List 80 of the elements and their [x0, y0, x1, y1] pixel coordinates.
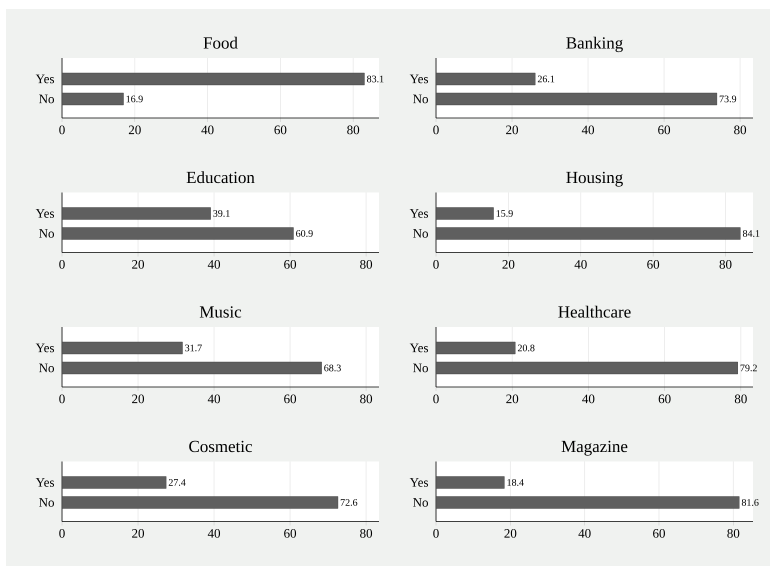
- chart-title: Magazine: [562, 440, 628, 456]
- data-label: 27.4: [168, 479, 186, 486]
- data-label: 20.8: [518, 344, 535, 352]
- x-tick-label: 80: [727, 529, 740, 538]
- chart-title: Housing: [566, 172, 623, 187]
- y-tick-label: No: [39, 498, 54, 507]
- data-label: 84.1: [742, 230, 760, 237]
- y-tick-label: No: [39, 94, 54, 104]
- x-tick-label: 40: [578, 529, 591, 538]
- x-tick-label: 20: [128, 126, 141, 134]
- chart-title: Banking: [566, 36, 623, 52]
- x-tick-label: 40: [208, 260, 220, 269]
- x-tick-label: 60: [284, 260, 296, 269]
- y-tick-label: No: [413, 94, 428, 104]
- x-tick-label: 40: [201, 126, 214, 134]
- x-tick-label: 0: [433, 260, 439, 269]
- y-tick-label: Yes: [410, 209, 428, 218]
- data-label: 81.6: [742, 499, 759, 506]
- x-tick-label: 20: [506, 126, 518, 134]
- x-tick-label: 60: [653, 529, 665, 538]
- data-label: 83.1: [367, 76, 384, 82]
- x-tick-label: 80: [347, 126, 360, 134]
- chart-title: Music: [200, 306, 242, 318]
- data-label: 39.1: [213, 210, 230, 217]
- x-tick-label: 0: [433, 126, 439, 134]
- y-tick-label: Yes: [410, 74, 428, 84]
- y-tick-label: No: [413, 229, 428, 238]
- x-tick-label: 20: [132, 260, 144, 269]
- y-tick-label: Yes: [36, 344, 54, 352]
- y-tick-label: No: [39, 229, 54, 238]
- data-label: 31.7: [185, 344, 202, 352]
- x-tick-label: 40: [208, 529, 220, 538]
- data-label: 79.2: [740, 364, 757, 372]
- chart-title: Cosmetic: [189, 440, 252, 452]
- x-tick-label: 60: [284, 394, 296, 404]
- y-tick-label: Yes: [410, 344, 428, 352]
- chart-title: Healthcare: [558, 306, 631, 318]
- x-tick-label: 0: [59, 260, 65, 269]
- data-label: 72.6: [340, 499, 358, 506]
- y-tick-label: No: [413, 498, 428, 507]
- x-tick-label: 20: [132, 529, 144, 538]
- data-label: 16.9: [126, 96, 143, 102]
- y-tick-label: No: [413, 364, 428, 372]
- y-tick-label: Yes: [36, 209, 54, 218]
- x-tick-label: 40: [582, 126, 594, 134]
- y-tick-label: No: [39, 364, 54, 372]
- x-tick-label: 60: [658, 394, 671, 404]
- x-tick-label: 40: [574, 260, 587, 269]
- chart-title: Education: [186, 171, 255, 184]
- x-tick-label: 0: [59, 529, 65, 538]
- x-tick-label: 0: [59, 394, 65, 404]
- x-tick-label: 0: [433, 394, 439, 404]
- x-tick-label: 60: [647, 260, 660, 269]
- data-label: 60.9: [296, 230, 313, 237]
- x-tick-label: 80: [360, 529, 372, 538]
- x-tick-label: 40: [208, 394, 220, 404]
- y-tick-label: Yes: [36, 478, 54, 487]
- x-tick-label: 80: [360, 394, 372, 404]
- x-tick-label: 0: [59, 126, 65, 134]
- data-label: 18.4: [507, 479, 524, 486]
- x-tick-label: 60: [284, 529, 296, 538]
- x-tick-label: 40: [582, 394, 594, 404]
- x-tick-label: 0: [433, 529, 439, 538]
- x-tick-label: 20: [506, 394, 518, 404]
- x-tick-label: 80: [360, 260, 372, 269]
- data-label: 68.3: [324, 364, 341, 372]
- chart-title: Food: [204, 36, 238, 49]
- data-label: 26.1: [538, 76, 554, 82]
- x-tick-label: 60: [658, 126, 670, 134]
- x-tick-label: 20: [504, 529, 516, 538]
- x-tick-label: 60: [274, 126, 286, 134]
- x-tick-label: 80: [720, 260, 732, 269]
- x-tick-label: 80: [734, 126, 746, 134]
- data-label: 73.9: [720, 96, 736, 102]
- y-tick-label: Yes: [36, 74, 54, 84]
- x-tick-label: 20: [132, 394, 144, 404]
- x-tick-label: 80: [734, 394, 747, 404]
- x-tick-label: 20: [502, 260, 514, 269]
- data-label: 15.9: [496, 210, 513, 217]
- y-tick-label: Yes: [410, 478, 428, 487]
